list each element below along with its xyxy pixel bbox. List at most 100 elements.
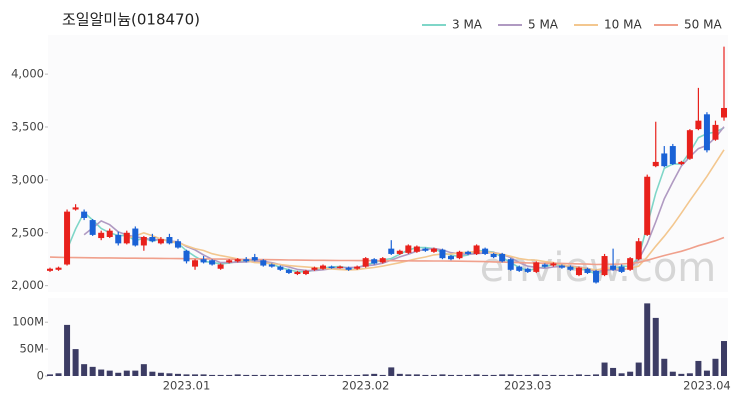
candle-body bbox=[55, 267, 62, 270]
candle-body bbox=[302, 270, 309, 275]
candle-body bbox=[456, 251, 463, 259]
price-panel bbox=[48, 35, 728, 292]
volume-bar bbox=[533, 374, 540, 376]
candle-body bbox=[132, 228, 139, 246]
candle-body bbox=[422, 248, 429, 251]
volume-bar bbox=[89, 366, 96, 376]
candle-body bbox=[490, 253, 497, 258]
volume-bar bbox=[686, 373, 693, 376]
candle-body bbox=[541, 264, 548, 267]
ma-line bbox=[49, 236, 725, 266]
candle-body bbox=[482, 248, 489, 254]
candle-body bbox=[217, 264, 224, 269]
candle-body bbox=[285, 269, 292, 273]
volume-bar bbox=[678, 373, 685, 376]
candle-body bbox=[618, 266, 625, 272]
volume-bar bbox=[413, 374, 420, 376]
volume-bar bbox=[115, 372, 122, 376]
legend-label: 50 MA bbox=[684, 18, 722, 32]
volume-bar bbox=[644, 303, 651, 376]
volume-bar bbox=[482, 374, 489, 376]
volume-bar bbox=[234, 374, 241, 376]
volume-bar bbox=[294, 374, 301, 376]
candle-body bbox=[533, 262, 540, 272]
volume-bar bbox=[721, 341, 727, 376]
candle-body bbox=[430, 248, 437, 252]
volume-bar bbox=[123, 370, 130, 376]
chart-title: 조일알미늄(018470) bbox=[62, 11, 200, 29]
volume-bar bbox=[712, 358, 719, 376]
y-tick-label: 100M bbox=[12, 315, 44, 329]
candle-body bbox=[64, 211, 71, 265]
candle-body bbox=[610, 265, 617, 270]
candle-body bbox=[721, 107, 727, 118]
volume-bar bbox=[635, 362, 642, 376]
candle-body bbox=[465, 251, 472, 254]
volume-bar bbox=[601, 362, 608, 376]
volume-bar bbox=[174, 373, 181, 376]
candle-body bbox=[558, 265, 565, 268]
candle-body bbox=[601, 256, 608, 276]
volume-bar bbox=[337, 374, 344, 376]
volume-bar bbox=[669, 371, 676, 376]
legend-label: 3 MA bbox=[452, 18, 483, 32]
candle-body bbox=[72, 207, 79, 210]
candle-body bbox=[200, 259, 207, 263]
candle-body bbox=[678, 161, 685, 165]
candle-body bbox=[584, 268, 591, 273]
volume-bar bbox=[567, 374, 574, 376]
candle-body bbox=[439, 249, 446, 259]
candle-body bbox=[703, 114, 710, 151]
volume-bar bbox=[345, 374, 352, 376]
candle-body bbox=[635, 241, 642, 260]
candle-body bbox=[661, 153, 668, 167]
candle-body bbox=[644, 176, 651, 235]
volume-bar bbox=[490, 374, 497, 376]
volume-bar bbox=[328, 374, 335, 376]
candle-body bbox=[81, 211, 88, 218]
candle-body bbox=[405, 245, 412, 253]
candle-body bbox=[192, 260, 199, 267]
volume-bar bbox=[251, 374, 258, 376]
candle-body bbox=[567, 266, 574, 270]
y-tick-label: 4,000 bbox=[11, 67, 44, 81]
volume-bar bbox=[302, 374, 309, 376]
volume-bar bbox=[260, 374, 267, 376]
volume-bar bbox=[473, 374, 480, 376]
volume-bar bbox=[183, 374, 190, 376]
volume-panel bbox=[48, 298, 728, 376]
x-tick-label: 2023.02 bbox=[342, 379, 390, 393]
candle-body bbox=[524, 268, 531, 272]
volume-bar bbox=[192, 374, 199, 376]
y-tick-label: 3,500 bbox=[11, 120, 44, 134]
volume-bar bbox=[243, 374, 250, 376]
candle-body bbox=[328, 266, 335, 269]
volume-bar bbox=[524, 374, 531, 376]
candle-body bbox=[712, 124, 719, 140]
volume-bar bbox=[277, 374, 284, 376]
candle-body bbox=[354, 266, 361, 269]
volume-bar bbox=[593, 374, 600, 376]
candle-body bbox=[686, 130, 693, 159]
candle-body bbox=[337, 266, 344, 269]
volume-bar bbox=[320, 374, 327, 376]
candle-body bbox=[226, 260, 233, 263]
candle-body bbox=[507, 259, 514, 270]
volume-bar bbox=[439, 374, 446, 376]
candle-body bbox=[47, 268, 53, 271]
volume-bar bbox=[166, 373, 173, 376]
volume-bar bbox=[610, 367, 617, 376]
volume-bar bbox=[499, 374, 506, 376]
x-tick-label: 2023.03 bbox=[504, 379, 552, 393]
volume-bar bbox=[379, 374, 386, 376]
volume-bar bbox=[584, 374, 591, 376]
candle-body bbox=[593, 270, 600, 283]
candle-body bbox=[447, 256, 454, 260]
volume-bar bbox=[575, 374, 582, 376]
candle-body bbox=[174, 241, 181, 248]
candle-body bbox=[345, 267, 352, 270]
volume-bar bbox=[550, 374, 557, 376]
volume-bar bbox=[507, 374, 514, 376]
volume-bar bbox=[618, 373, 625, 376]
